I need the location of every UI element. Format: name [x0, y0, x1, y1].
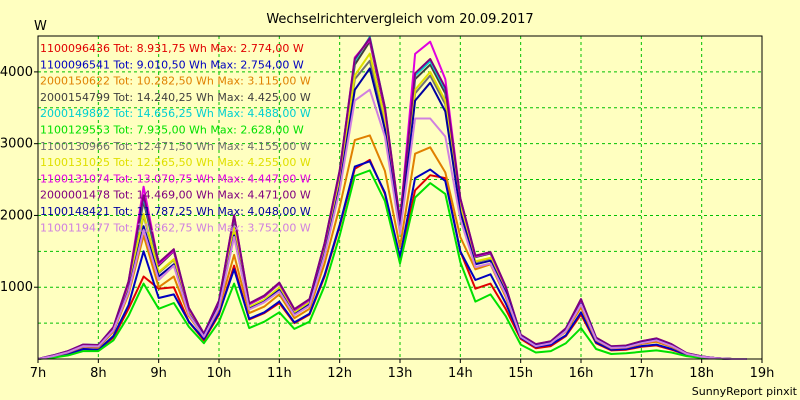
footer-credit: SunnyReport pinxit — [692, 385, 798, 398]
legend-entry: 1100119477 Tot: 11.862,75 Wh Max: 3.752,… — [40, 221, 311, 234]
y-tick-label: 1000 — [0, 280, 33, 295]
legend-entry: 1100130966 Tot: 12.471,50 Wh Max: 4.155,… — [40, 140, 311, 153]
x-tick-label: 13h — [388, 366, 413, 381]
legend-entry: 1100129553 Tot: 7.935,00 Wh Max: 2.628,0… — [40, 124, 304, 137]
legend-entry: 1100096541 Tot: 9.010,50 Wh Max: 2.754,0… — [40, 58, 304, 71]
series-line-2000001478 — [37, 37, 747, 360]
legend-entry: 2000001478 Tot: 14.469,00 Wh Max: 4.471,… — [40, 189, 311, 202]
legend-entry: 2000154799 Tot: 14.240,25 Wh Max: 4.425,… — [40, 91, 311, 104]
y-tick-labels: 1000 2000 3000 4000 — [0, 65, 38, 295]
legend-entry: 1100096436 Tot: 8.931,75 Wh Max: 2.774,0… — [40, 42, 304, 55]
series-line-1100096541 — [37, 160, 747, 360]
x-tick-label: 12h — [327, 366, 352, 381]
legend-entry: 2000149892 Tot: 14.656,25 Wh Max: 4.488,… — [40, 107, 311, 120]
y-tick-label: 2000 — [0, 208, 33, 223]
chart-title: Wechselrichtervergleich vom 20.09.2017 — [266, 12, 533, 27]
x-tick-label: 7h — [30, 366, 47, 381]
legend-entry: 1100131025 Tot: 12.565,50 Wh Max: 4.255,… — [40, 156, 311, 169]
series-line-1100119477 — [37, 88, 747, 360]
x-tick-labels: 7h 8h 9h 10h 11h 12h 13h 14h 15h 16h 17h 18h 19h — [30, 359, 775, 381]
x-tick-label: 17h — [629, 366, 654, 381]
x-tick-label: 10h — [207, 366, 232, 381]
x-tick-label: 16h — [569, 366, 594, 381]
legend-entry: 2000150622 Tot: 10.282,50 Wh Max: 3.115,… — [40, 75, 311, 88]
x-tick-label: 14h — [448, 366, 473, 381]
x-tick-label: 18h — [689, 366, 714, 381]
legend-entry: 1100131074 Tot: 13.070,75 Wh Max: 4.447,… — [40, 172, 311, 185]
x-tick-label: 15h — [508, 366, 533, 381]
x-tick-label: 8h — [90, 366, 107, 381]
legend-entry: 1100148421 Tot: 11.787,25 Wh Max: 4.048,… — [40, 205, 311, 218]
series-line-1100129553 — [37, 169, 747, 360]
x-tick-label: 11h — [267, 366, 292, 381]
x-tick-label: 9h — [150, 366, 167, 381]
y-axis-label: W — [34, 19, 47, 34]
y-tick-label: 3000 — [0, 137, 33, 152]
x-tick-label: 19h — [750, 366, 775, 381]
legend: 1100096436 Tot: 8.931,75 Wh Max: 2.774,0… — [40, 42, 311, 234]
y-tick-label: 4000 — [0, 65, 33, 80]
series-lines — [37, 35, 747, 360]
